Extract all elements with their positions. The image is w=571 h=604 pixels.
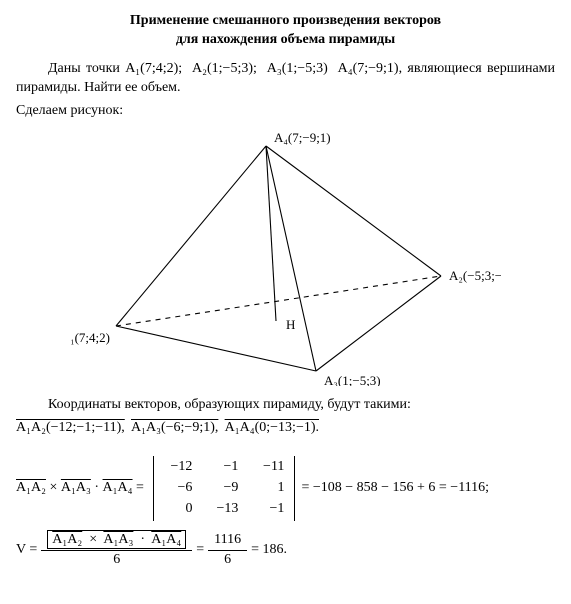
vnum-a1a4: A₁A₄ bbox=[151, 532, 181, 547]
vnum-a1a3: A₁A₃ bbox=[103, 532, 133, 547]
vec-a1a2: A₁A₂(−12;−1;−11), bbox=[16, 420, 125, 435]
volume-fraction-2: 1116 6 bbox=[208, 531, 247, 570]
svg-text:A₁(7;4;2): A₁(7;4;2) bbox=[71, 330, 110, 345]
vec-a1a3: A₁A₃(−6;−9;1), bbox=[131, 420, 218, 435]
det-lhs-3: A₁A₄ bbox=[103, 479, 133, 498]
cross-icon: × bbox=[46, 479, 61, 498]
coord-line: Координаты векторов, образующих пирамиду… bbox=[16, 396, 555, 415]
dot-icon: · bbox=[137, 532, 149, 547]
point-a2: A₂(1;−5;3); bbox=[192, 61, 257, 76]
page-title: Применение смешанного произведения векто… bbox=[16, 12, 555, 50]
det-rhs: = −108 − 858 − 156 + 6 = −1116; bbox=[301, 479, 489, 498]
equals-icon: = bbox=[133, 479, 148, 498]
det-lhs-2: A₁A₃ bbox=[61, 479, 91, 498]
v-label: V = bbox=[16, 541, 37, 560]
vnum-a1a2: A₁A₂ bbox=[52, 532, 82, 547]
title-line2: для нахождения объема пирамиды bbox=[176, 32, 395, 47]
svg-text:A₄(7;−9;1): A₄(7;−9;1) bbox=[274, 130, 331, 145]
v-tail: = 186. bbox=[251, 541, 287, 560]
determinant-line: A₁A₂ × A₁A₃ · A₁A₄ = −12−1−11−6−910−13−1… bbox=[16, 456, 555, 521]
point-a1: A₁(7;4;2); bbox=[125, 61, 182, 76]
volume-line: V = A₁A₂ × A₁A₃ · A₁A₄ 6 = 1116 6 = 186. bbox=[16, 531, 555, 570]
point-a4: A₄(7;−9;1), bbox=[338, 61, 403, 76]
v-num2: 1116 bbox=[208, 531, 247, 551]
vectors-line: A₁A₂(−12;−1;−11), A₁A₃(−6;−9;1), A₁A₄(0;… bbox=[16, 419, 555, 438]
make-drawing-label: Сделаем рисунок: bbox=[16, 102, 555, 121]
title-line1: Применение смешанного произведения векто… bbox=[130, 13, 441, 28]
det-lhs-1: A₁A₂ bbox=[16, 479, 46, 498]
equals-icon: = bbox=[196, 541, 204, 560]
determinant-matrix: −12−1−11−6−910−13−1 bbox=[153, 456, 295, 521]
volume-fraction-1: A₁A₂ × A₁A₃ · A₁A₄ 6 bbox=[41, 531, 192, 570]
point-a3: A₃(1;−5;3) bbox=[267, 61, 328, 76]
v-den1: 6 bbox=[107, 551, 126, 570]
svg-text:H: H bbox=[286, 317, 295, 332]
abs-box: A₁A₂ × A₁A₃ · A₁A₄ bbox=[47, 530, 186, 549]
given-paragraph: Даны точки A₁(7;4;2); A₂(1;−5;3); A₃(1;−… bbox=[16, 60, 555, 98]
pyramid-diagram: A₁(7;4;2) A₂(−5;3;−9) A₃(1;−5;3) A₄(7;−9;1)… bbox=[71, 126, 501, 386]
given-prefix: Даны точки bbox=[48, 61, 125, 76]
vec-a1a4: A₁A₄(0;−13;−1). bbox=[225, 420, 319, 435]
svg-text:A₂(−5;3;−9): A₂(−5;3;−9) bbox=[449, 268, 501, 283]
cross-icon: × bbox=[86, 532, 101, 547]
svg-text:A₃(1;−5;3): A₃(1;−5;3) bbox=[324, 373, 381, 386]
dot-icon: · bbox=[91, 479, 103, 498]
v-den2: 6 bbox=[218, 551, 237, 570]
